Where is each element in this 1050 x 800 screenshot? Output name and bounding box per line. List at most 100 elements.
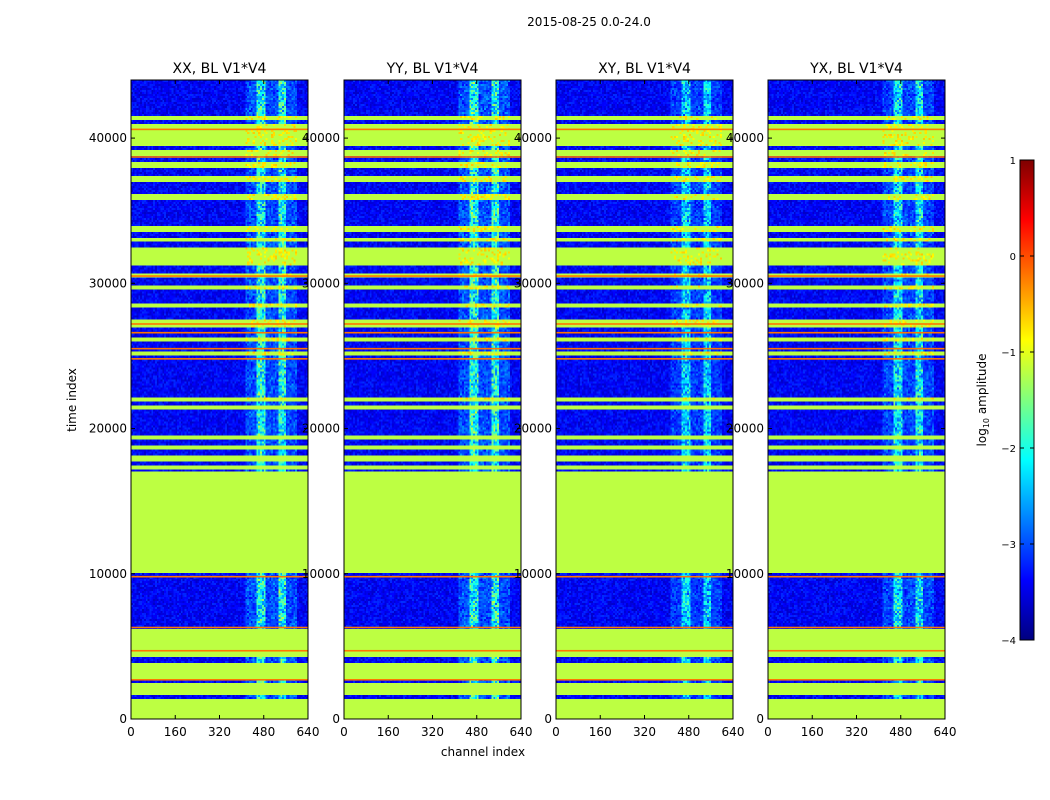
heatmap-cell: [247, 82, 249, 84]
heatmap-cell: [243, 88, 245, 90]
heatmap-cell: [166, 84, 168, 86]
heatmap-cell: [267, 90, 269, 92]
heatmap-cell: [218, 86, 220, 88]
heatmap-cell: [256, 82, 258, 84]
heatmap-cell: [162, 88, 164, 90]
heatmap-cell: [280, 90, 282, 92]
heatmap-cell: [151, 90, 153, 92]
heatmap-cell: [170, 84, 172, 86]
heatmap-cell: [210, 88, 212, 90]
heatmap-cell: [151, 92, 153, 94]
heatmap-cell: [229, 90, 231, 92]
heatmap-cell: [161, 82, 163, 84]
heatmap-cell: [208, 88, 210, 90]
heatmap-cell: [203, 90, 205, 92]
heatmap-cell: [148, 84, 150, 86]
heatmap-cell: [162, 82, 164, 84]
heatmap-cell: [148, 82, 150, 84]
heatmap-cell: [190, 88, 192, 90]
heatmap-cell: [229, 86, 231, 88]
heatmap-cell: [223, 90, 225, 92]
heatmap-cell: [266, 84, 268, 86]
heatmap-cell: [162, 90, 164, 92]
heatmap-cell: [144, 84, 146, 86]
heatmap-cell: [138, 84, 140, 86]
heatmap-cell: [149, 82, 151, 84]
heatmap-cell: [201, 84, 203, 86]
heatmap-cell: [264, 86, 266, 88]
heatmap-cell: [267, 86, 269, 88]
heatmap-cell: [151, 86, 153, 88]
heatmap-cell: [251, 86, 253, 88]
heatmap-cell: [255, 86, 257, 88]
heatmap-cell: [203, 84, 205, 86]
heatmap-cell: [196, 82, 198, 84]
heatmap-cell: [149, 84, 151, 86]
heatmap-cell: [181, 86, 183, 88]
heatmap-cell: [221, 86, 223, 88]
heatmap-cell: [282, 88, 284, 90]
heatmap-cell: [159, 86, 161, 88]
heatmap-cell: [159, 84, 161, 86]
heatmap-cell: [164, 86, 166, 88]
heatmap-panels: XX, BL V1*V40 160 320 480 640010000200003000…: [89, 61, 957, 739]
heatmap-cell: [140, 92, 142, 94]
heatmap-cell: [260, 86, 262, 88]
heatmap-cell: [262, 90, 264, 92]
heatmap-cell: [149, 92, 151, 94]
heatmap-cell: [216, 86, 218, 88]
heatmap-cell: [280, 88, 282, 90]
heatmap-cell: [138, 88, 140, 90]
heatmap-cell: [249, 90, 251, 92]
heatmap-cell: [177, 86, 179, 88]
heatmap-cell: [164, 90, 166, 92]
heatmap-cell: [173, 88, 175, 90]
heatmap-cell: [291, 90, 293, 92]
heatmap-cell: [214, 86, 216, 88]
heatmap-cell: [258, 82, 260, 84]
heatmap-cell: [262, 84, 264, 86]
heatmap-cell: [297, 90, 299, 92]
heatmap-cell: [159, 82, 161, 84]
heatmap-cell: [271, 84, 273, 86]
heatmap-cell: [179, 86, 181, 88]
heatmap-cell: [179, 88, 181, 90]
heatmap-cell: [301, 82, 303, 84]
heatmap-cell: [282, 84, 284, 86]
heatmap-cell: [251, 90, 253, 92]
heatmap-cell: [301, 88, 303, 90]
heatmap-cell: [133, 88, 135, 90]
heatmap-cell: [135, 82, 137, 84]
heatmap-cell: [288, 82, 290, 84]
heatmap-cell: [146, 88, 148, 90]
heatmap-cell: [251, 84, 253, 86]
heatmap-cell: [245, 82, 247, 84]
heatmap-cell: [280, 86, 282, 88]
heatmap-cell: [188, 84, 190, 86]
heatmap-cell: [242, 84, 244, 86]
heatmap-cell: [293, 86, 295, 88]
heatmap-cell: [201, 88, 203, 90]
heatmap-cell: [286, 88, 288, 90]
heatmap-cell: [181, 90, 183, 92]
heatmap-cell: [153, 82, 155, 84]
heatmap-cell: [262, 88, 264, 90]
heatmap-cell: [153, 88, 155, 90]
heatmap-cell: [218, 84, 220, 86]
heatmap-cell: [183, 86, 185, 88]
heatmap-cell: [175, 86, 177, 88]
heatmap-cell: [234, 88, 236, 90]
heatmap-cell: [177, 84, 179, 86]
heatmap-cell: [273, 82, 275, 84]
heatmap-cell: [302, 88, 304, 90]
heatmap-cell: [199, 84, 201, 86]
heatmap-cell: [279, 82, 281, 84]
heatmap-cell: [288, 88, 290, 90]
heatmap-cell: [216, 84, 218, 86]
heatmap-cell: [212, 82, 214, 84]
heatmap-cell: [295, 82, 297, 84]
heatmap-cell: [279, 86, 281, 88]
heatmap-cell: [133, 86, 135, 88]
heatmap-cell: [229, 82, 231, 84]
heatmap-cell: [186, 86, 188, 88]
